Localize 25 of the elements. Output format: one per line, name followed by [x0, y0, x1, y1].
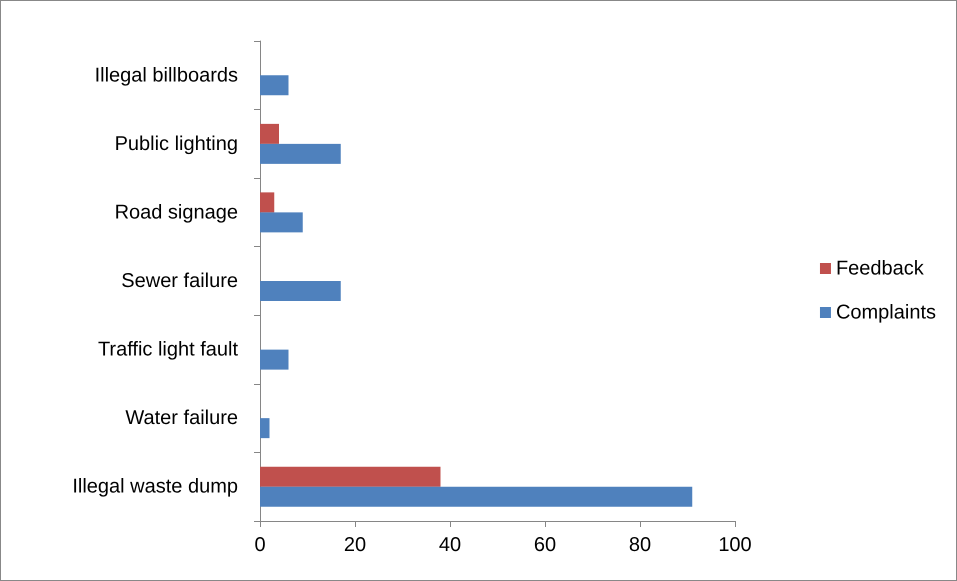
x-tick-label: 80 [628, 534, 652, 556]
y-tick-label: Road signage [114, 201, 238, 224]
legend-label: Feedback [836, 258, 925, 280]
bar [260, 212, 303, 232]
bar [260, 144, 341, 164]
bar [260, 75, 288, 96]
bar [260, 192, 274, 212]
x-tick-label: 40 [438, 534, 462, 556]
bar [260, 281, 341, 301]
y-tick-label: Illegal waste dump [72, 476, 238, 498]
x-tick-label: 0 [254, 534, 266, 556]
x-tick-label: 60 [534, 534, 556, 556]
x-tick-label: 100 [718, 534, 752, 556]
bar [260, 466, 440, 487]
y-tick-label: Water failure [125, 407, 238, 430]
y-tick-label: Illegal billboards [94, 64, 238, 86]
legend-label: Complaints [836, 302, 936, 324]
bar [260, 350, 288, 370]
y-tick-label: Public lighting [114, 132, 238, 155]
x-tick-label: 20 [344, 534, 366, 556]
y-tick-label: Sewer failure [121, 270, 238, 292]
bar [260, 418, 270, 438]
bar [260, 486, 692, 507]
y-tick-label: Traffic light fault [98, 338, 238, 361]
bar [260, 124, 279, 144]
